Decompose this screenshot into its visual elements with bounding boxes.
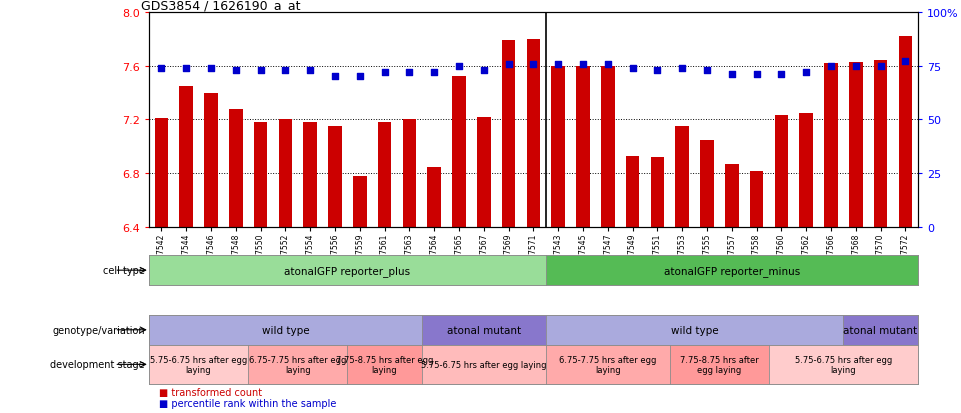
Bar [304,123,317,228]
Point [303,67,318,74]
Point [154,65,169,72]
Text: wild type: wild type [671,325,719,335]
Point [774,72,789,78]
Bar [254,123,267,228]
Point [278,67,293,74]
Bar [149,345,248,384]
Bar [546,256,918,285]
Bar [347,345,422,384]
Bar [229,109,242,228]
Point [749,72,764,78]
Bar [874,61,887,228]
Text: GDS3854 / 1626190_a_at: GDS3854 / 1626190_a_at [141,0,301,12]
Bar [452,77,466,228]
Point [724,72,739,78]
Point [700,67,715,74]
Text: 7.75-8.75 hrs after
egg laying: 7.75-8.75 hrs after egg laying [680,355,759,374]
Bar [422,315,546,345]
Bar [422,345,546,384]
Bar [546,345,670,384]
Bar [651,158,664,228]
Bar [502,41,515,228]
Bar [403,120,416,228]
Bar [428,167,441,228]
Bar [477,118,490,228]
Bar [353,177,366,228]
Point [427,70,442,76]
Text: atonal mutant: atonal mutant [844,325,918,335]
Text: atonalGFP reporter_plus: atonalGFP reporter_plus [284,265,410,276]
Bar [899,37,912,228]
Point [675,65,690,72]
Point [576,61,591,68]
Bar [527,40,540,228]
Text: ■ percentile rank within the sample: ■ percentile rank within the sample [159,398,336,408]
Bar [670,345,769,384]
Bar [769,345,918,384]
Point [650,67,665,74]
Point [898,59,913,66]
Point [179,65,194,72]
Bar [577,66,590,228]
Text: 5.75-6.75 hrs after egg laying: 5.75-6.75 hrs after egg laying [421,360,547,369]
Bar [149,256,546,285]
Bar [248,345,347,384]
Bar [676,127,689,228]
Text: 5.75-6.75 hrs after egg
laying: 5.75-6.75 hrs after egg laying [795,355,892,374]
Bar [155,119,168,228]
Point [526,61,541,68]
Point [253,67,268,74]
Point [824,63,839,70]
Bar [279,120,292,228]
Bar [180,87,193,228]
Point [328,74,343,81]
Bar [725,164,739,228]
Text: atonal mutant: atonal mutant [447,325,521,335]
Bar [601,66,615,228]
Bar [626,157,639,228]
Bar [800,114,813,228]
Bar [378,123,391,228]
Point [848,63,863,70]
Point [625,65,640,72]
Point [377,70,392,76]
Bar [546,315,844,345]
Bar [204,93,218,228]
Bar [552,66,565,228]
Point [799,70,814,76]
Point [551,61,566,68]
Bar [849,62,863,228]
Point [228,67,243,74]
Bar [701,140,714,228]
Text: 6.75-7.75 hrs after egg
laying: 6.75-7.75 hrs after egg laying [249,355,347,374]
Text: 6.75-7.75 hrs after egg
laying: 6.75-7.75 hrs after egg laying [559,355,656,374]
Point [600,61,615,68]
Bar [750,171,763,228]
Point [873,63,888,70]
Point [476,67,491,74]
Text: genotype/variation: genotype/variation [53,325,145,335]
Point [501,61,516,68]
Text: 7.75-8.75 hrs after egg
laying: 7.75-8.75 hrs after egg laying [335,355,433,374]
Bar [328,127,342,228]
Point [452,63,467,70]
Text: atonalGFP reporter_minus: atonalGFP reporter_minus [664,265,800,276]
Point [402,70,417,76]
Text: 5.75-6.75 hrs after egg
laying: 5.75-6.75 hrs after egg laying [150,355,247,374]
Text: ■ transformed count: ■ transformed count [159,387,261,397]
Bar [149,315,422,345]
Text: cell type: cell type [103,266,145,275]
Point [352,74,367,81]
Point [204,65,219,72]
Bar [775,116,788,228]
Text: wild type: wild type [261,325,309,335]
Bar [825,64,838,228]
Text: development stage: development stage [51,359,145,370]
Bar [844,315,918,345]
